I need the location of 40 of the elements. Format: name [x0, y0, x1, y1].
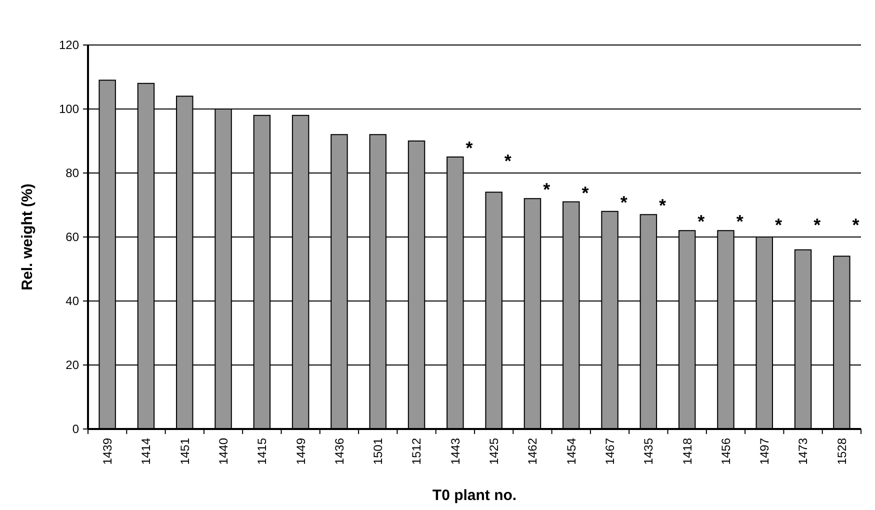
x-tick-label: 1418: [680, 438, 694, 465]
x-tick-label: 1497: [758, 438, 772, 465]
x-tick-label: 1454: [564, 438, 578, 465]
x-tick-label: 1501: [371, 438, 386, 465]
annotation: *: [814, 215, 821, 235]
annotation: *: [659, 196, 666, 216]
y-tick-label: 60: [66, 230, 80, 244]
y-tick-label: 0: [72, 422, 80, 436]
y-tick-label: 40: [66, 294, 80, 308]
annotation: *: [852, 215, 860, 235]
x-tick-label: 1436: [332, 438, 346, 465]
annotation: *: [620, 192, 628, 212]
x-tick-label: 1473: [796, 438, 810, 465]
x-tick-label: 1425: [487, 438, 502, 465]
x-tick-label: 1451: [178, 438, 192, 465]
x-tick-label: 1414: [139, 438, 154, 465]
y-tick-label: 20: [66, 358, 80, 372]
x-tick-label: 1449: [294, 438, 308, 465]
x-tick-label: 1462: [526, 438, 540, 465]
x-tick-label: 1415: [255, 438, 270, 465]
annotation: *: [543, 180, 550, 200]
x-tick-label: 1443: [448, 438, 462, 465]
annotation: *: [504, 151, 512, 171]
y-tick-label: 120: [58, 38, 80, 52]
x-axis-title: T0 plant no.: [432, 487, 517, 504]
annotation: *: [582, 182, 589, 203]
x-tick-label: 1467: [602, 438, 617, 465]
y-tick-label: 80: [66, 166, 80, 180]
annotation: *: [466, 138, 473, 158]
annotation: *: [774, 215, 782, 235]
y-axis-title: Rel. weight (%): [19, 184, 36, 290]
x-tick-label: 1512: [410, 438, 424, 465]
x-tick-label: 1435: [642, 438, 656, 465]
annotation: *: [698, 212, 705, 232]
x-tick-label: 1528: [834, 438, 849, 465]
x-tick-label: 1440: [216, 438, 230, 465]
x-tick-label: 1439: [100, 438, 115, 465]
x-tick-label: 1456: [718, 438, 733, 465]
annotation: *: [736, 212, 744, 232]
y-tick-label: 100: [58, 102, 80, 116]
